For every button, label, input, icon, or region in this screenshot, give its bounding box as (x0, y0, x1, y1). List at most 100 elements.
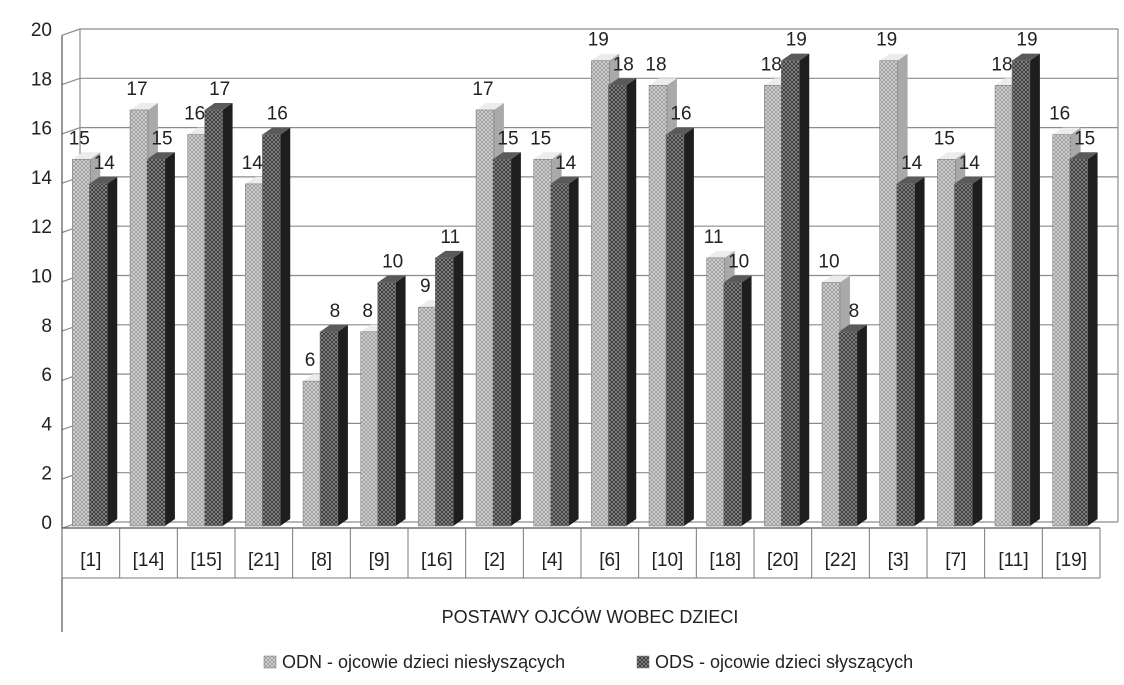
y-tick-label: 12 (31, 217, 52, 238)
bar-front (129, 109, 149, 527)
data-label: 19 (876, 30, 897, 51)
data-label: 14 (555, 153, 577, 174)
bar-front (245, 183, 264, 527)
bar-side (799, 53, 810, 527)
data-label: 14 (242, 153, 264, 174)
bar-top (72, 152, 101, 160)
category-label: [4] (542, 550, 563, 571)
bar (608, 78, 637, 527)
bar (146, 152, 175, 527)
bar-top (839, 324, 867, 332)
data-label: 19 (786, 30, 807, 51)
bar-front (821, 282, 841, 527)
category-label: [19] (1055, 550, 1087, 571)
bar-top (377, 275, 406, 283)
data-label: 15 (530, 128, 551, 149)
bar-side (741, 275, 752, 526)
bar (1011, 53, 1040, 527)
bar-front (954, 183, 973, 527)
bars (72, 53, 1098, 527)
bar-front (435, 257, 454, 527)
data-label: 16 (1049, 104, 1070, 125)
bar-top (476, 102, 504, 110)
data-label: 17 (472, 79, 493, 100)
bar-top (954, 176, 983, 184)
bar-front (204, 109, 223, 527)
bar-side (395, 275, 406, 526)
bar-top (896, 176, 925, 184)
bar-front (1069, 159, 1088, 527)
bar-front (360, 331, 379, 527)
bar-front (72, 159, 91, 527)
bar-top (1012, 53, 1040, 61)
y-tick-label: 0 (41, 513, 52, 534)
data-label: 15 (1074, 128, 1095, 149)
bar-side (453, 250, 464, 526)
bar (262, 127, 291, 527)
bar-top (130, 102, 158, 110)
bar-top (822, 275, 850, 283)
bar-front (608, 85, 627, 527)
y-tick-label: 20 (31, 20, 52, 41)
data-label: 9 (420, 276, 431, 297)
bar-top (435, 250, 464, 258)
bar-front (648, 85, 668, 527)
data-label: 15 (934, 128, 955, 149)
data-label: 18 (991, 54, 1012, 75)
bar-front (533, 159, 552, 527)
bar-side (164, 152, 175, 526)
legend-swatch (636, 655, 650, 669)
data-label: 8 (849, 301, 860, 322)
y-tick-label: 14 (31, 168, 53, 189)
bar (204, 102, 233, 527)
category-label: [3] (888, 550, 909, 571)
category-label: [14] (133, 550, 165, 571)
bar-top (608, 78, 637, 86)
bar-side (568, 176, 579, 526)
gridline-side (61, 127, 81, 135)
bar (896, 176, 925, 527)
bar-front (550, 183, 569, 527)
category-label: [16] (421, 550, 453, 571)
category-label: [2] (484, 550, 505, 571)
bar-front (187, 134, 206, 527)
bar (723, 275, 752, 527)
bar-top (89, 176, 118, 184)
bar-top (1052, 127, 1081, 135)
data-label: 19 (1016, 30, 1037, 51)
data-label: 18 (645, 54, 666, 75)
category-label: [8] (311, 550, 332, 571)
bar-top (937, 152, 966, 160)
bar-top (262, 127, 291, 135)
bar-front (418, 306, 437, 527)
bar-front (706, 257, 725, 527)
axes: 0 2 4 6 8 10 12 14 16 18 20 (31, 20, 1119, 632)
bar-front (475, 109, 495, 527)
bar-top (591, 53, 620, 61)
category-label: [1] (80, 550, 101, 571)
legend-label: ODN - ojcowie dzieci niesłyszących (282, 652, 565, 672)
bar-front (665, 134, 685, 527)
gridline-side (61, 77, 81, 86)
data-label: 6 (305, 350, 316, 371)
bar-top (147, 152, 175, 160)
data-label: 16 (184, 104, 205, 125)
bar (492, 152, 521, 527)
y-tick-label: 8 (41, 316, 52, 337)
data-label: 16 (670, 104, 691, 125)
data-label: 15 (151, 128, 172, 149)
bar-top (879, 53, 908, 61)
bar-front (937, 159, 956, 527)
bar-side (1087, 152, 1098, 526)
category-labels: [1] [14] [15] [21] [8] [9] [16] [2] [4] [6] [10] [1… (80, 550, 1087, 571)
data-label: 16 (267, 104, 288, 125)
bar-front (781, 60, 800, 527)
data-label: 8 (330, 301, 341, 322)
bar-front (591, 60, 610, 527)
gridline-side (61, 28, 81, 36)
category-label: [18] (709, 550, 741, 571)
bar (319, 324, 348, 527)
bar-front (262, 134, 281, 527)
bar (1069, 152, 1098, 527)
y-tick-label: 4 (41, 414, 52, 435)
